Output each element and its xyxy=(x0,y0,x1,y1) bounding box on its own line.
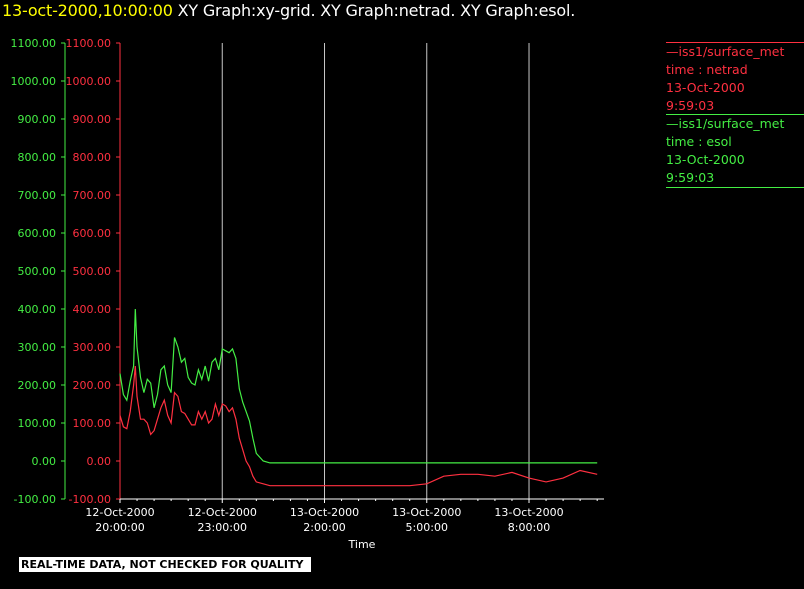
x-tick-label-time: 23:00:00 xyxy=(198,521,247,534)
quality-warning-banner: REAL-TIME DATA, NOT CHECKED FOR QUALITY xyxy=(19,557,311,572)
series-line-esol xyxy=(119,308,598,464)
legend-variable: time : netrad xyxy=(666,62,748,77)
y-tick-label-esol: 200.00 xyxy=(18,379,57,392)
y-tick-label-netrad: 1100.00 xyxy=(66,37,112,50)
legend-divider xyxy=(666,42,804,43)
y-tick-label-esol: 600.00 xyxy=(18,227,57,240)
y-tick-label-esol: 900.00 xyxy=(18,113,57,126)
y-tick-label-netrad: 1000.00 xyxy=(66,75,112,88)
legend-time: 9:59:03 xyxy=(666,170,715,185)
y-tick-label-esol: 1100.00 xyxy=(11,37,57,50)
x-tick-label-date: 13-Oct-2000 xyxy=(290,506,359,519)
x-tick-label-time: 8:00:00 xyxy=(508,521,550,534)
y-tick-label-netrad: 600.00 xyxy=(73,227,112,240)
x-tick-label-time: 2:00:00 xyxy=(303,521,345,534)
y-tick-label-netrad: 200.00 xyxy=(73,379,112,392)
series-line-netrad xyxy=(119,365,598,487)
x-tick-label-date: 12-Oct-2000 xyxy=(188,506,257,519)
x-tick-label-time: 20:00:00 xyxy=(95,521,144,534)
x-tick-label-date: 13-Oct-2000 xyxy=(392,506,461,519)
chart-title: 13-oct-2000,10:00:00 XY Graph:xy-grid. X… xyxy=(2,1,575,20)
y-tick-label-esol: -100.00 xyxy=(14,493,56,506)
legend-time: 9:59:03 xyxy=(666,98,715,113)
y-tick-label-esol: 100.00 xyxy=(18,417,57,430)
x-tick-label-date: 12-Oct-2000 xyxy=(85,506,154,519)
legend-source: —iss1/surface_met xyxy=(666,116,785,131)
y-tick-label-netrad: 0.00 xyxy=(87,455,112,468)
legend-variable: time : esol xyxy=(666,134,732,149)
y-tick-label-netrad: 500.00 xyxy=(73,265,112,278)
y-tick-label-netrad: -100.00 xyxy=(69,493,111,506)
y-tick-label-esol: 1000.00 xyxy=(11,75,57,88)
title-timestamp: 13-oct-2000,10:00:00 xyxy=(2,1,173,20)
y-tick-label-netrad: 300.00 xyxy=(73,341,112,354)
y-tick-label-netrad: 100.00 xyxy=(73,417,112,430)
legend-divider xyxy=(666,187,804,188)
y-tick-label-esol: 800.00 xyxy=(18,151,57,164)
legend-date: 13-Oct-2000 xyxy=(666,152,745,167)
title-graph-list: XY Graph:xy-grid. XY Graph:netrad. XY Gr… xyxy=(172,1,576,20)
legend-date: 13-Oct-2000 xyxy=(666,80,745,95)
y-tick-label-netrad: 900.00 xyxy=(73,113,112,126)
y-tick-label-esol: 500.00 xyxy=(18,265,57,278)
x-tick-label-time: 5:00:00 xyxy=(406,521,448,534)
y-tick-label-esol: 700.00 xyxy=(18,189,57,202)
x-tick-label-date: 13-Oct-2000 xyxy=(494,506,563,519)
y-tick-label-netrad: 400.00 xyxy=(73,303,112,316)
legend-esol: —iss1/surface_met time : esol 13-Oct-200… xyxy=(666,114,804,188)
legend-divider xyxy=(666,114,804,115)
legend-source: —iss1/surface_met xyxy=(666,44,785,59)
y-tick-label-netrad: 800.00 xyxy=(73,151,112,164)
y-tick-label-esol: 300.00 xyxy=(18,341,57,354)
y-tick-label-netrad: 700.00 xyxy=(73,189,112,202)
legend-netrad: —iss1/surface_met time : netrad 13-Oct-2… xyxy=(666,42,804,115)
x-axis-label: Time xyxy=(348,538,376,551)
y-tick-label-esol: 0.00 xyxy=(32,455,57,468)
y-tick-label-esol: 400.00 xyxy=(18,303,57,316)
